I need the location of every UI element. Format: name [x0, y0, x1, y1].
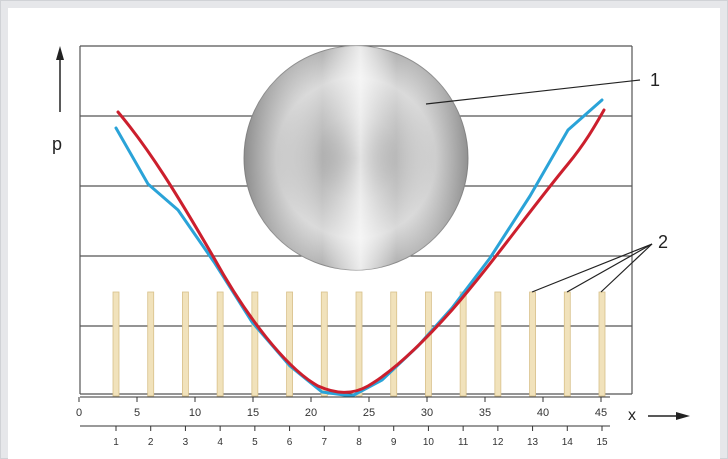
arrow-right-icon [676, 412, 690, 420]
vertical-bar [355, 291, 363, 397]
callout-2-leader [566, 243, 653, 293]
callout-1-label: 1 [650, 70, 660, 90]
callout-2-leader [600, 243, 653, 293]
callout-1-leader [425, 79, 641, 105]
bottom-scale-label: 3 [183, 437, 189, 448]
vertical-bar [529, 291, 536, 397]
bottom-scale-label: 1 [113, 437, 119, 448]
bottom-scale-label: 15 [596, 437, 608, 448]
vertical-bar [425, 291, 432, 397]
bottom-scale-label: 8 [356, 437, 362, 448]
vertical-bar [563, 291, 571, 397]
vertical-bar [216, 291, 224, 397]
blue-curve [114, 98, 604, 398]
x-axis-label: x [628, 407, 636, 424]
y-axis-label: p [52, 134, 62, 154]
callout-2-leader [531, 243, 653, 293]
top-scale-label: 5 [134, 407, 140, 419]
top-scale-label: 0 [76, 407, 82, 419]
top-scale-label: 30 [421, 407, 433, 419]
vertical-bar [320, 291, 328, 397]
bottom-scale-label: 4 [217, 437, 223, 448]
vertical-bar [182, 291, 189, 397]
vertical-bar [459, 291, 467, 397]
top-scale-label: 20 [305, 407, 317, 419]
disc [243, 45, 469, 271]
top-scale-label: 40 [537, 407, 549, 419]
callout-2-label: 2 [658, 232, 668, 252]
bottom-scale-label: 7 [322, 437, 328, 448]
disc-sheen [244, 46, 468, 270]
vertical-bar [147, 291, 155, 397]
red-curve [116, 108, 606, 394]
callout-2-leaders [531, 243, 653, 293]
bottom-scale-label: 13 [527, 437, 539, 448]
top-scale-label: 45 [595, 407, 607, 419]
bottom-scale-label: 11 [458, 437, 469, 448]
bottom-scale-label: 10 [423, 437, 435, 448]
bottom-scale-label: 12 [492, 437, 504, 448]
vertical-bar [494, 291, 502, 397]
vertical-bar [390, 291, 398, 397]
bottom-scale-label: 14 [562, 437, 574, 448]
bottom-scale-label: 6 [287, 437, 293, 448]
vertical-bar [598, 291, 606, 397]
bottom-scale-label: 5 [252, 437, 258, 448]
top-scale-label: 35 [479, 407, 491, 419]
vertical-bar [112, 291, 120, 397]
bottom-scale-ticks: 1 2 3 4 5 6 7 8 9 10 11 12 13 14 15 [113, 426, 608, 448]
vertical-bars [112, 291, 606, 397]
bottom-scale-label: 2 [148, 437, 154, 448]
top-scale-ticks: 0 5 10 15 20 25 30 35 40 45 [76, 397, 607, 419]
arrow-up-icon [56, 46, 64, 60]
bottom-scale-label: 9 [391, 437, 397, 448]
top-scale-label: 15 [247, 407, 259, 419]
top-scale-label: 25 [363, 407, 375, 419]
vertical-bar [286, 291, 293, 397]
vertical-bar [251, 291, 259, 397]
top-scale-label: 10 [189, 407, 201, 419]
